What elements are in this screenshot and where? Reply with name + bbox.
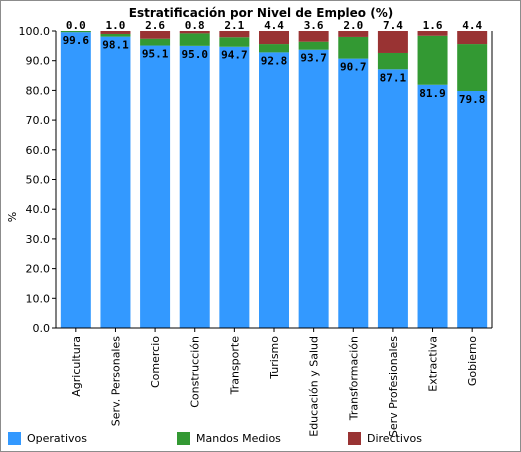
bar-mandos-medios-5 — [259, 44, 289, 53]
x-tick-label: Construcción — [189, 336, 202, 408]
legend-swatch-operativos — [8, 431, 21, 445]
y-axis-label: % — [6, 212, 19, 222]
bar-mandos-medios-6 — [298, 41, 329, 50]
bar-operativos-3 — [179, 45, 210, 328]
x-tick-label: Transformación — [347, 336, 360, 421]
y-tick-label: 60.0 — [26, 144, 51, 157]
data-label-operativos: 90.7 — [340, 61, 367, 74]
x-tick-label: Comercio — [149, 336, 162, 388]
y-tick-label: 50.0 — [26, 174, 51, 187]
data-label-operativos: 81.9 — [419, 87, 446, 100]
x-tick-label: Gobierno — [466, 336, 479, 386]
legend-item-operativos: Operativos — [8, 430, 87, 446]
legend-swatch-mandos-medios — [177, 431, 190, 445]
bar-operativos-4 — [219, 46, 250, 329]
bar-mandos-medios-7 — [338, 36, 369, 59]
bar-directivos-1 — [100, 31, 131, 34]
data-label-directivos: 2.1 — [224, 19, 244, 32]
bar-operativos-7 — [338, 58, 369, 328]
y-tick-label: 80.0 — [26, 84, 51, 97]
bar-operativos-1 — [100, 36, 131, 328]
bar-operativos-5 — [259, 52, 289, 328]
bar-mandos-medios-1 — [100, 33, 131, 37]
data-label-directivos: 4.4 — [462, 19, 482, 32]
bar-directivos-5 — [259, 31, 289, 45]
x-tick-label: Turismo — [268, 336, 281, 380]
bar-operativos-6 — [298, 49, 329, 328]
legend-item-directivos: Directivos — [348, 430, 422, 446]
bar-directivos-3 — [179, 31, 210, 34]
legend-label-mandos-medios: Mandos Medios — [196, 431, 281, 445]
data-label-directivos: 3.6 — [304, 19, 324, 32]
data-label-directivos: 2.0 — [343, 19, 363, 32]
data-label-directivos: 1.0 — [106, 19, 126, 32]
data-label-operativos: 92.8 — [261, 54, 288, 67]
data-label-directivos: 7.4 — [383, 19, 403, 32]
y-tick-label: 40.0 — [26, 203, 51, 216]
x-tick-label: Extractiva — [427, 336, 440, 392]
bar-directivos-10 — [457, 31, 488, 45]
x-tick-label: Serv. Personales — [109, 336, 122, 426]
data-label-directivos: 1.6 — [423, 19, 443, 32]
data-label-operativos: 93.7 — [300, 52, 327, 65]
legend-item-mandos-medios: Mandos Medios — [177, 430, 281, 446]
y-tick-label: 100.0 — [19, 25, 51, 38]
bar-operativos-9 — [417, 84, 448, 329]
data-label-operativos: 87.1 — [380, 71, 407, 84]
bar-operativos-8 — [377, 69, 408, 329]
legend-label-operativos: Operativos — [27, 431, 88, 445]
y-tick-label: 10.0 — [26, 292, 51, 305]
y-tick-label: 0.0 — [33, 322, 51, 335]
bar-operativos-0 — [60, 32, 91, 329]
bar-mandos-medios-10 — [457, 44, 488, 91]
data-label-operativos: 79.8 — [459, 93, 486, 106]
data-label-directivos: 0.8 — [185, 19, 205, 32]
bar-directivos-8 — [377, 31, 408, 53]
plot-area: 0.0 10.0 20.0 30.0 40.0 50.0 60.0 70.0 80.0 90.0 1… — [19, 19, 493, 437]
x-tick-label: Educación y Salud — [308, 336, 321, 437]
data-label-operativos: 95.1 — [142, 48, 169, 61]
bar-directivos-6 — [298, 31, 329, 42]
x-tick-label: Agricultura — [70, 336, 83, 397]
bar-directivos-4 — [219, 31, 250, 38]
bar-directivos-9 — [417, 31, 448, 36]
data-label-operativos: 99.6 — [63, 34, 90, 47]
bar-mandos-medios-9 — [417, 35, 448, 85]
bar-mandos-medios-3 — [179, 33, 210, 46]
y-tick-label: 70.0 — [26, 114, 51, 127]
data-label-operativos: 95.0 — [181, 48, 208, 61]
data-label-directivos: 2.6 — [145, 19, 165, 32]
y-tick-label: 30.0 — [26, 233, 51, 246]
bar-mandos-medios-8 — [377, 52, 408, 70]
data-label-directivos: 4.4 — [264, 19, 284, 32]
bar-mandos-medios-2 — [140, 38, 171, 46]
bar-operativos-2 — [140, 45, 171, 328]
bar-mandos-medios-4 — [219, 37, 250, 47]
data-label-operativos: 94.7 — [221, 49, 248, 62]
legend-label-directivos: Directivos — [367, 431, 422, 445]
bar-directivos-7 — [338, 31, 369, 37]
y-tick-label: 90.0 — [26, 55, 51, 68]
x-tick-label: Serv Profesionales — [387, 336, 400, 437]
x-tick-label: Transporte — [228, 336, 241, 396]
legend-swatch-directivos — [348, 431, 361, 445]
data-label-operativos: 98.1 — [102, 39, 129, 52]
bar-mandos-medios-0 — [60, 31, 91, 33]
data-label-directivos: 0.0 — [66, 19, 86, 32]
bar-directivos-2 — [140, 31, 171, 39]
bar-operativos-10 — [457, 90, 488, 328]
y-tick-label: 20.0 — [26, 263, 51, 276]
chart-title: Estratificación por Nivel de Empleo (%) — [129, 6, 393, 20]
